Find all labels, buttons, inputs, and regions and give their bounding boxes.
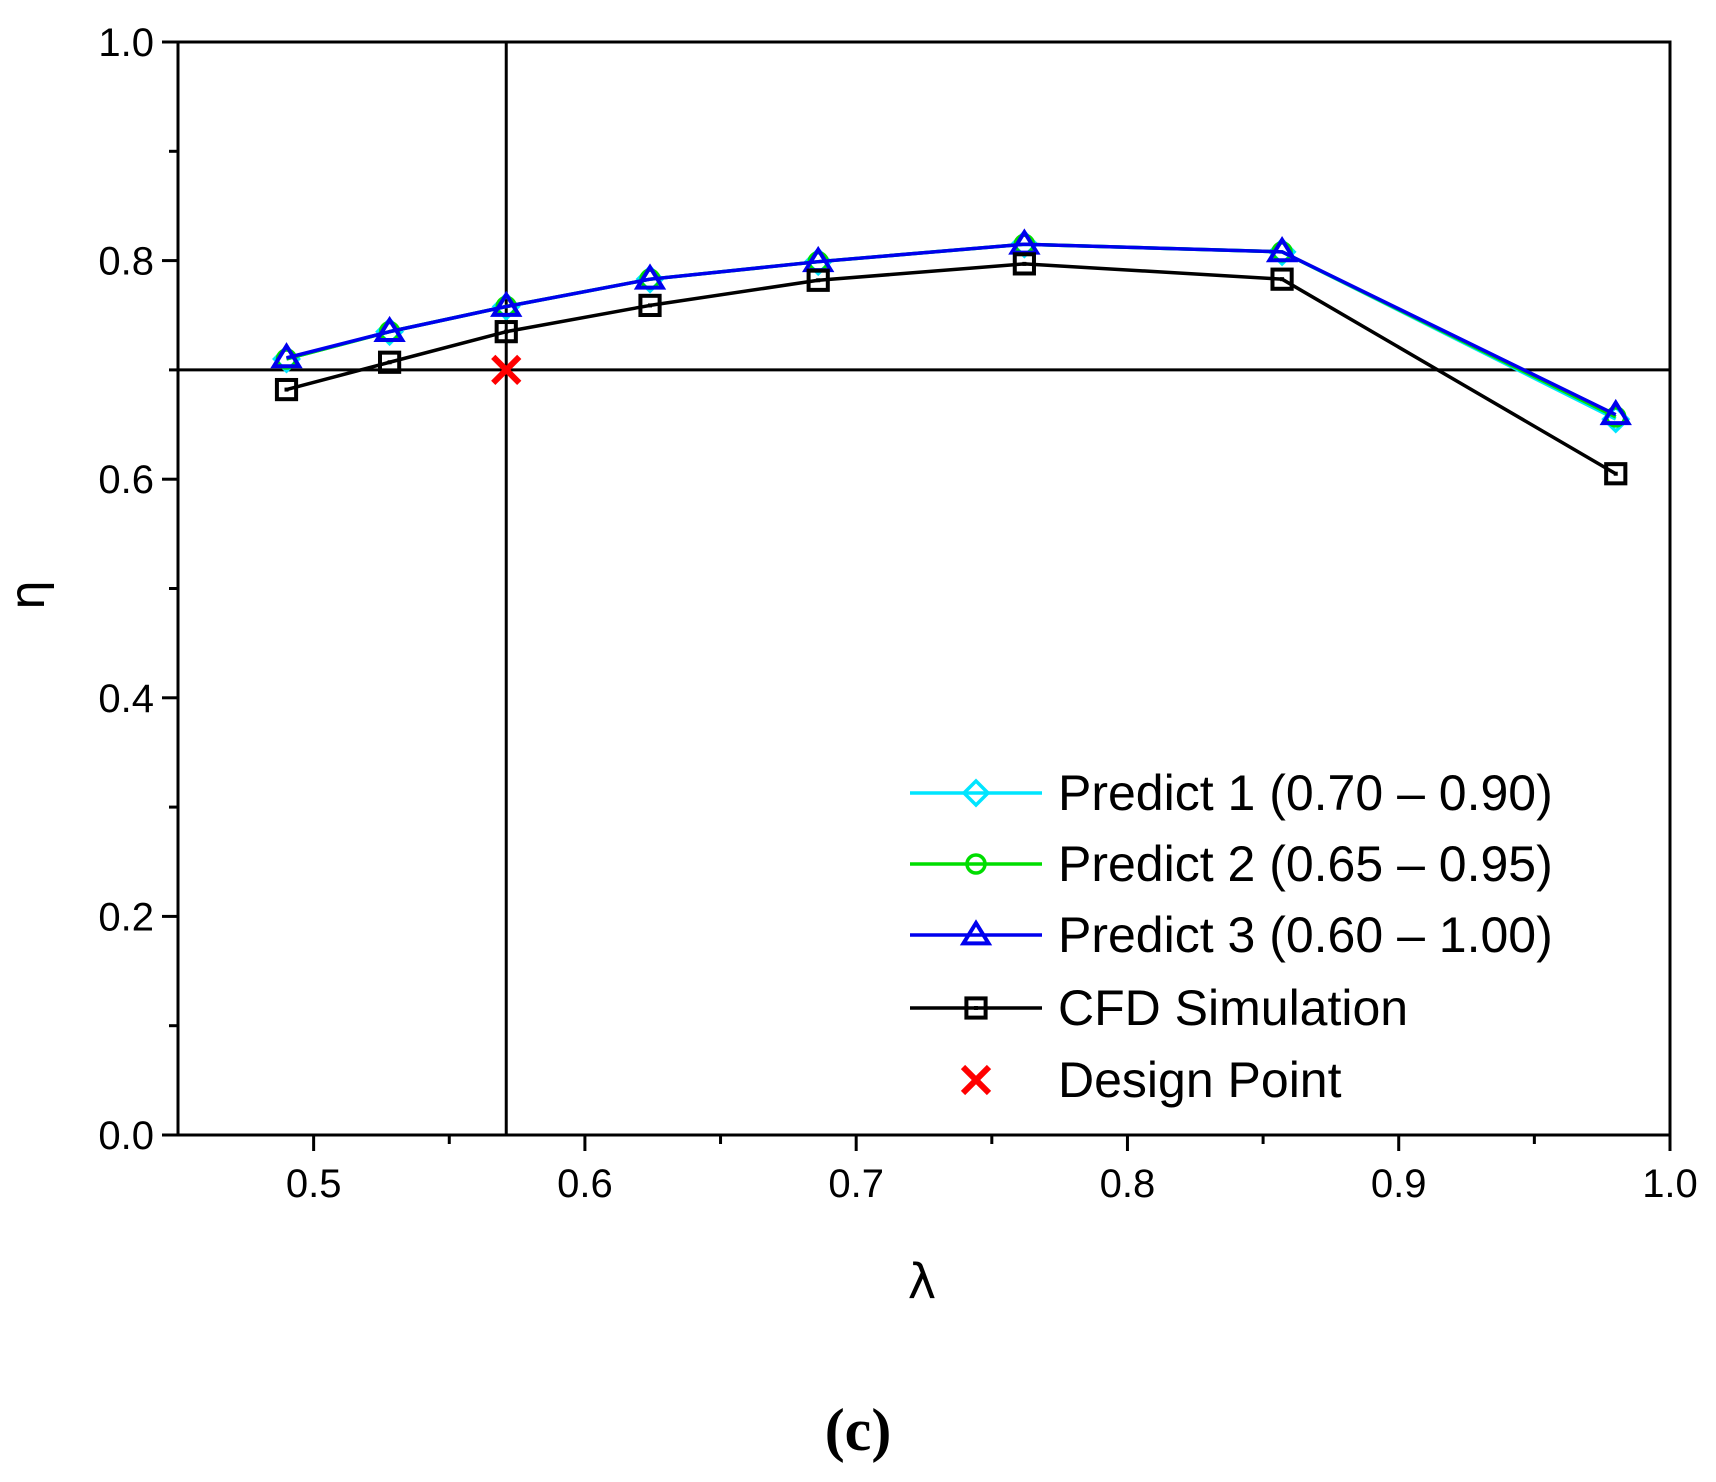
series-4-point-center: [1280, 277, 1285, 282]
y-tick-label: 0.2: [98, 895, 154, 939]
plot-frame: [176, 40, 1672, 1137]
x-tick-label: 0.7: [828, 1162, 884, 1206]
series-4-line: [286, 262, 1617, 476]
figure-caption: (c): [825, 1397, 892, 1463]
series-3-point: [633, 263, 667, 290]
reference-lines: [178, 42, 1670, 1135]
design-point-stroke: [960, 1064, 992, 1096]
series-3-point: [270, 342, 303, 369]
legend-marker: [959, 919, 993, 946]
legend-marker: [961, 778, 991, 808]
series-3-point: [1265, 236, 1299, 263]
legend-label: Predict 3 (0.60 – 1.00): [1058, 907, 1553, 963]
series-4-point-center: [1613, 471, 1618, 476]
series-4-point: [638, 293, 662, 318]
y-tick-label: 0.8: [98, 240, 154, 284]
series-4-point: [274, 377, 299, 402]
series-3-line: [286, 242, 1617, 417]
series-4-point-center: [1022, 261, 1027, 266]
x-tick-label: 0.5: [286, 1162, 342, 1206]
legend-marker-center: [974, 1006, 978, 1010]
series-4-point: [1012, 252, 1036, 276]
series-3-point: [373, 315, 406, 343]
y-tick-label: 0.6: [98, 458, 154, 502]
series-2: [275, 233, 1627, 428]
y-tick-label: 0.0: [98, 1114, 154, 1158]
x-tick-label: 1.0: [1642, 1162, 1698, 1206]
x-axis-title: λ: [908, 1254, 936, 1310]
legend-label: Design Point: [1058, 1052, 1342, 1108]
series-3: [270, 228, 1632, 426]
series-4-point-center: [504, 329, 509, 334]
series-4-point-center: [284, 387, 289, 392]
x-tick-label: 0.8: [1100, 1162, 1156, 1206]
y-axis-title: η: [0, 580, 56, 610]
x-tick-label: 0.6: [557, 1162, 613, 1206]
series-4-point: [806, 268, 830, 292]
legend-label: Predict 2 (0.65 – 0.95): [1058, 836, 1553, 892]
series-4: [274, 252, 1628, 486]
legend: Predict 1 (0.70 – 0.90) Predict 2 (0.65 –…: [910, 765, 1553, 1108]
y-tick-label: 0.4: [98, 677, 154, 721]
series-1: [272, 229, 1631, 434]
series-3-point: [1599, 398, 1632, 426]
legend-marker: [965, 853, 987, 875]
design-point-stroke: [491, 354, 522, 386]
series-4-point-center: [387, 360, 392, 365]
x-tick-label: 0.9: [1371, 1162, 1427, 1206]
axis-ticks: 0.5 0.6 0.7 0.8 0.9 1.0 0.0 0.2 0.4 0.6 0.8 1.0: [98, 21, 1697, 1206]
y-tick-label: 1.0: [98, 21, 154, 65]
series-4-point: [1270, 267, 1294, 291]
series-4-point: [1604, 462, 1628, 486]
series-4-point: [377, 350, 402, 374]
legend-marker: [960, 1064, 992, 1096]
design-point-marker: [491, 354, 522, 386]
legend-marker: [964, 996, 988, 1020]
series-4-point-center: [816, 278, 821, 283]
legend-label: Predict 1 (0.70 – 0.90): [1058, 765, 1553, 821]
legend-label: CFD Simulation: [1058, 980, 1408, 1036]
series-layer: [270, 228, 1632, 486]
series-4-point-center: [648, 303, 653, 308]
series-4-point: [494, 320, 518, 344]
series-3-point: [490, 290, 523, 317]
